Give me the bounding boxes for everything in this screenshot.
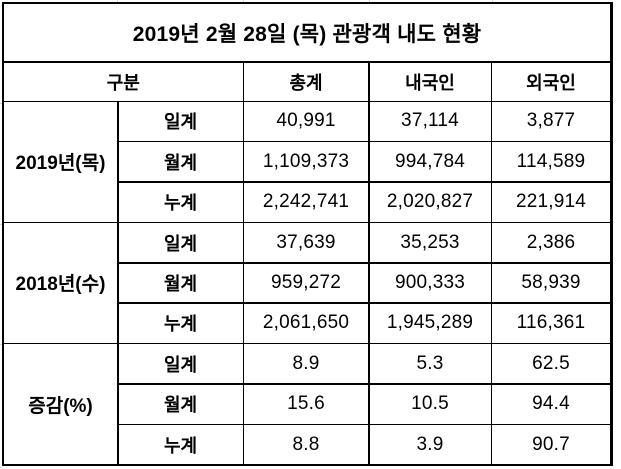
cell-foreign: 116,361 — [492, 303, 610, 343]
cell-domestic: 2,020,827 — [369, 182, 491, 222]
sheet-gridline-stub — [0, 467, 2, 468]
cell-domestic: 994,784 — [369, 142, 491, 182]
row-label-daily: 일계 — [118, 102, 243, 141]
cell-total: 2,242,741 — [244, 182, 368, 222]
cell-foreign: 90.7 — [492, 425, 610, 464]
cell-foreign: 94.4 — [492, 384, 610, 424]
cell-domestic: 3.9 — [369, 425, 491, 464]
cell-domestic: 1,945,289 — [369, 303, 491, 343]
row-label-monthly: 월계 — [118, 142, 243, 182]
sheet-gridline-stub — [0, 344, 2, 345]
cell-total: 8.9 — [244, 344, 368, 384]
header-foreign: 외국인 — [492, 62, 610, 101]
header-domestic: 내국인 — [369, 62, 491, 101]
cell-foreign: 58,939 — [492, 263, 610, 303]
sheet-gridline-stub — [117, 0, 118, 2]
header-total: 총계 — [244, 62, 368, 101]
cell-total: 8.8 — [244, 425, 368, 464]
cell-domestic: 5.3 — [369, 344, 491, 384]
cell-total: 40,991 — [244, 102, 368, 141]
cell-total: 37,639 — [244, 223, 368, 263]
cell-foreign: 3,877 — [492, 102, 610, 141]
cell-total: 15.6 — [244, 384, 368, 424]
row-label-monthly: 월계 — [118, 384, 243, 424]
cell-foreign: 2,386 — [492, 223, 610, 263]
sheet-gridline-stub — [492, 0, 493, 2]
cell-foreign: 62.5 — [492, 344, 610, 384]
header-gubun: 구분 — [4, 62, 243, 101]
cell-domestic: 10.5 — [369, 384, 491, 424]
cell-foreign: 114,589 — [492, 142, 610, 182]
group-label-2019: 2019년(목) — [4, 102, 117, 222]
sheet-gridline-stub — [369, 0, 370, 2]
cell-total: 1,109,373 — [244, 142, 368, 182]
sheet-gridline-stub — [0, 103, 2, 104]
cell-domestic: 35,253 — [369, 223, 491, 263]
tourist-arrivals-table: 2019년 2월 28일 (목) 관광객 내도 현황 구분 총계 내국인 외국인… — [2, 2, 613, 466]
cell-foreign: 221,914 — [492, 182, 610, 222]
row-label-cumulative: 누계 — [118, 182, 243, 222]
row-label-daily: 일계 — [118, 223, 243, 263]
row-label-monthly: 월계 — [118, 263, 243, 303]
row-label-cumulative: 누계 — [118, 425, 243, 464]
cell-domestic: 37,114 — [369, 102, 491, 141]
group-label-change: 증감(%) — [4, 344, 117, 464]
cell-total: 959,272 — [244, 263, 368, 303]
sheet-gridline-stub — [243, 0, 244, 2]
cell-domestic: 900,333 — [369, 263, 491, 303]
table-title: 2019년 2월 28일 (목) 관광객 내도 현황 — [4, 4, 610, 61]
row-label-cumulative: 누계 — [118, 303, 243, 343]
row-label-daily: 일계 — [118, 344, 243, 384]
sheet-gridline-stub — [0, 224, 2, 225]
cell-total: 2,061,650 — [244, 303, 368, 343]
group-label-2018: 2018년(수) — [4, 223, 117, 343]
